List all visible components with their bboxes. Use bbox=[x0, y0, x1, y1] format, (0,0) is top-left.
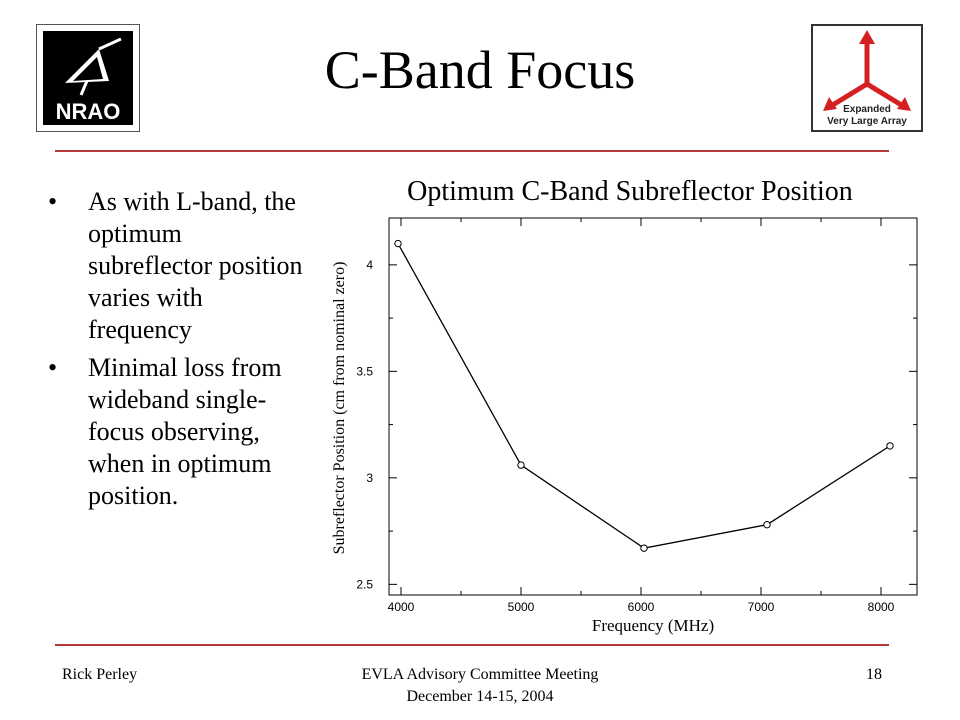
bullet-item: • Minimal loss from wideband single-focu… bbox=[48, 352, 310, 512]
bullet-text: Minimal loss from wideband single-focus … bbox=[88, 353, 282, 510]
bottom-divider bbox=[55, 644, 889, 646]
data-point bbox=[517, 461, 525, 469]
nrao-logo-text: NRAO bbox=[56, 99, 121, 124]
y-tick-label: 2.5 bbox=[356, 577, 373, 591]
chart-title: Optimum C-Band Subreflector Position bbox=[407, 176, 853, 207]
top-divider bbox=[55, 150, 889, 152]
footer-author: Rick Perley bbox=[62, 666, 138, 683]
x-tick-label: 4000 bbox=[388, 600, 415, 614]
bullet-dot-icon: • bbox=[48, 187, 58, 216]
bullet-item: • As with L-band, the optimum subreflect… bbox=[48, 186, 310, 346]
slide-title: C-Band Focus bbox=[324, 40, 636, 100]
y-tick-label: 3.5 bbox=[356, 364, 373, 378]
x-tick-label: 7000 bbox=[748, 600, 775, 614]
x-tick-label: 8000 bbox=[868, 600, 895, 614]
y-tick-label: 3 bbox=[366, 471, 373, 485]
data-point bbox=[394, 239, 402, 248]
chart: 4000 5000 6000 7000 8000 2.5 3 3.5 4 Frequency (… bbox=[331, 217, 918, 635]
data-point bbox=[763, 521, 771, 529]
bullet-dot-icon: • bbox=[48, 353, 58, 382]
bullet-list: • As with L-band, the optimum subreflect… bbox=[48, 186, 310, 518]
evla-logo-line1: Expanded bbox=[843, 104, 891, 115]
x-axis-label: Frequency (MHz) bbox=[592, 616, 714, 635]
y-tick-label: 4 bbox=[366, 258, 373, 272]
series-line bbox=[397, 243, 891, 549]
nrao-logo: NRAO bbox=[36, 24, 140, 132]
footer-event: EVLA Advisory Committee Meeting December… bbox=[280, 664, 680, 708]
evla-logo-line2: Very Large Array bbox=[827, 116, 907, 127]
footer-event-date: December 14-15, 2004 bbox=[406, 688, 554, 705]
data-point bbox=[640, 544, 648, 552]
evla-logo: Expanded Very Large Array bbox=[811, 24, 923, 132]
data-point bbox=[886, 442, 894, 450]
plot-frame bbox=[388, 217, 918, 596]
x-tick-label: 5000 bbox=[508, 600, 535, 614]
slide-number: 18 bbox=[866, 666, 882, 683]
bullet-text: As with L-band, the optimum subreflector… bbox=[88, 187, 303, 344]
x-tick-label: 6000 bbox=[628, 600, 655, 614]
footer-event-name: EVLA Advisory Committee Meeting bbox=[361, 666, 599, 683]
y-axis-label: Subreflector Position (cm from nominal z… bbox=[331, 262, 348, 555]
